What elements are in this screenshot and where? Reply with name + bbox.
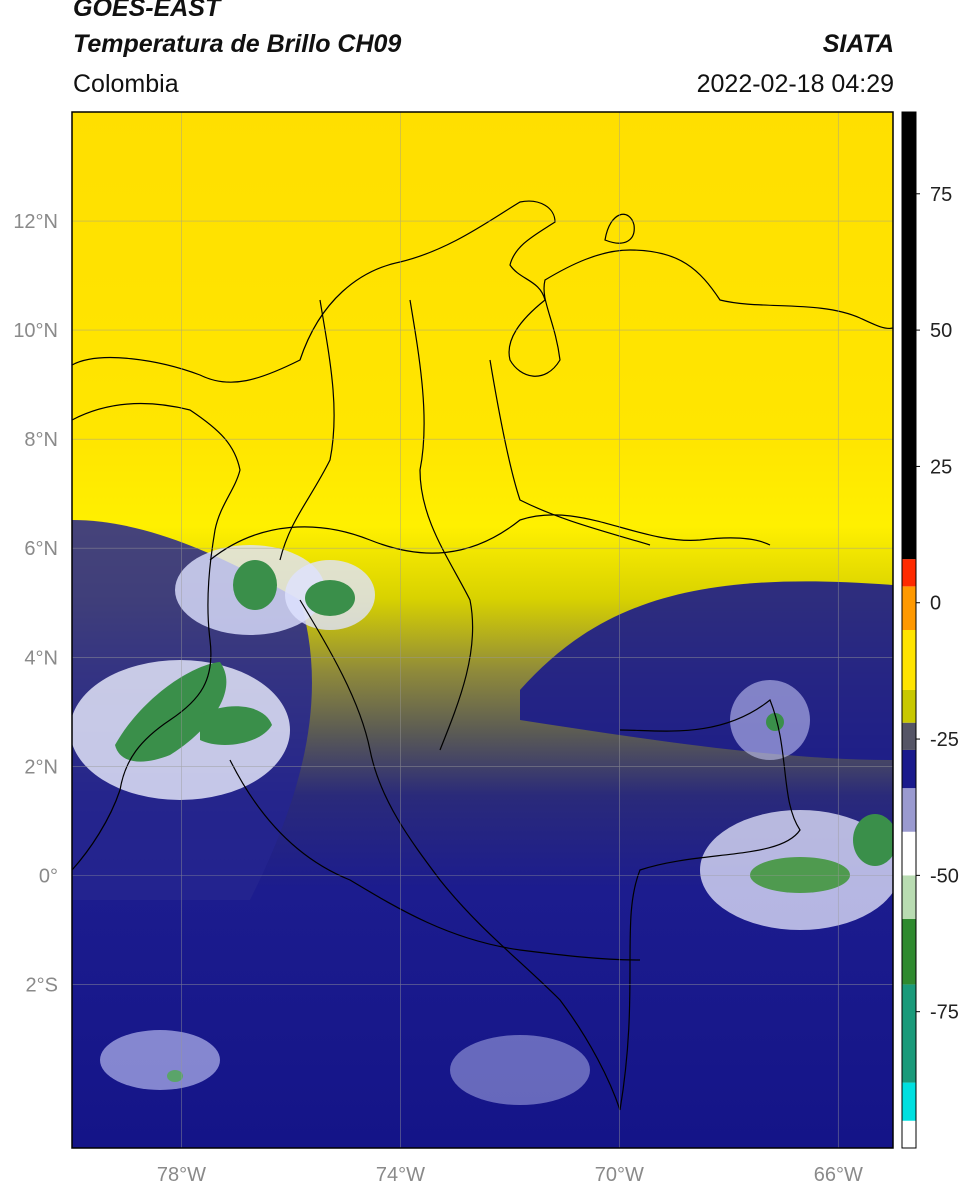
region-label: Colombia: [73, 70, 179, 98]
gridlines: [72, 112, 893, 1148]
colorbar-segment: [902, 788, 916, 832]
colorbar-segment: [902, 749, 916, 789]
colorbar-tick-label: 25: [930, 456, 952, 478]
colorbar-tick-label: 0: [930, 593, 941, 615]
map-frame: [71, 111, 894, 1149]
product-title: Temperatura de Brillo CH09: [73, 30, 402, 58]
satellite-title: GOES-EAST: [73, 0, 221, 22]
colorbar-tick-label: 50: [930, 320, 952, 342]
colorbar-segment: [902, 875, 916, 919]
colorbar-ticks: 75 50 25 0 -25 -50 -75: [916, 184, 959, 1024]
latitude-axis: 12°N 10°N 8°N 6°N 4°N 2°N 0° 2°S: [13, 211, 58, 996]
lon-tick-label: 70°W: [595, 1164, 644, 1186]
colorbar-tick-label: -75: [930, 1002, 959, 1024]
colorbar-segment: [902, 831, 916, 876]
lat-tick-label: 8°N: [24, 429, 58, 451]
colorbar-tick-label: -50: [930, 865, 959, 887]
lat-tick-label: 6°N: [24, 538, 58, 560]
longitude-axis: 78°W 74°W 70°W 66°W: [157, 1164, 863, 1186]
colorbar-frame: [901, 111, 917, 1149]
colorbar-tick-label: 75: [930, 184, 952, 206]
lat-tick-label: 10°N: [13, 320, 58, 342]
colorbar-segment: [902, 722, 916, 750]
lat-tick-label: 2°N: [24, 756, 58, 778]
lat-tick-label: 0°: [39, 865, 58, 887]
colorbar-segment: [902, 559, 916, 587]
lat-tick-label: 4°N: [24, 647, 58, 669]
timestamp-label: 2022-02-18 04:29: [696, 70, 894, 98]
colorbar-segment: [902, 586, 916, 630]
lon-tick-label: 74°W: [376, 1164, 425, 1186]
lon-tick-label: 78°W: [157, 1164, 206, 1186]
colorbar-tick-label: -25: [930, 729, 959, 751]
colorbar-segment: [902, 112, 916, 560]
brightness-field: [72, 112, 893, 1148]
colorbar-segment: [902, 1082, 916, 1121]
lon-tick-label: 66°W: [814, 1164, 863, 1186]
colorbar: [902, 112, 916, 1148]
colorbar-segment: [902, 918, 916, 985]
colorbar-segment: [902, 984, 916, 1083]
colorbar-segment: [902, 630, 916, 690]
lat-tick-label: 2°S: [26, 974, 58, 996]
agency-label: SIATA: [822, 30, 894, 58]
colorbar-segment: [902, 689, 916, 723]
lat-tick-label: 12°N: [13, 211, 58, 233]
boundaries: [72, 200, 893, 1111]
colorbar-segment: [902, 1120, 916, 1148]
